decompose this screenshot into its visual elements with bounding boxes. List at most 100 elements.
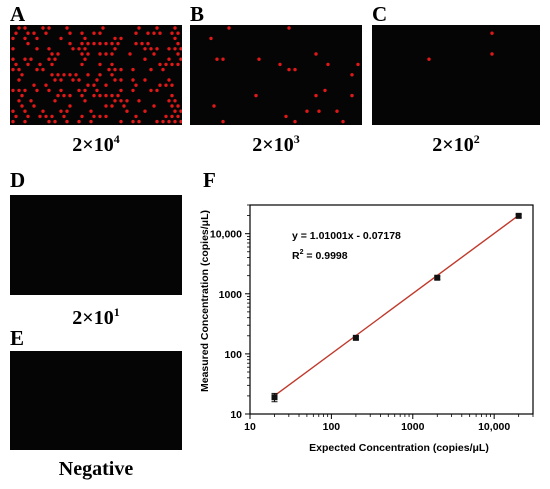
fit-line-group [274,214,520,397]
droplet [83,99,87,103]
droplet [170,104,174,108]
droplet [176,52,180,56]
droplet [26,114,30,119]
x-tick-label: 10,000 [478,421,510,433]
droplet [77,119,81,124]
droplet [35,47,39,51]
droplet [44,114,48,119]
droplet [179,119,182,124]
r-squared-prefix: R [292,250,300,262]
droplet [176,104,180,108]
y-tick-label: 1000 [219,289,243,301]
panel-b-caption-exp: 3 [293,132,300,146]
fit-equation: y = 1.01001x - 0.07178 [292,230,401,242]
droplet [155,47,159,51]
droplet [80,52,84,56]
droplet [164,62,168,67]
droplet [92,41,96,46]
droplet [350,93,354,98]
droplet [167,78,171,82]
droplet [287,67,291,72]
droplet [227,26,231,30]
droplet [53,99,57,103]
droplet [137,99,141,103]
droplet [11,67,15,72]
droplet [23,57,27,61]
droplet [41,67,45,72]
panel-a-caption-exp: 4 [113,132,120,146]
droplet [104,83,108,87]
droplet [53,119,57,124]
droplet [62,73,66,77]
panel-e-caption: Negative [58,458,134,480]
droplet [50,114,54,119]
droplet [59,109,63,113]
calibration-chart: 10 100 1000 10,000 10 100 1000 10,000 y = 1.010… [199,204,534,454]
droplet [86,41,90,46]
droplet [158,83,162,87]
droplet [143,47,147,51]
panel-b-caption: 2×103 [190,133,362,155]
panel-c-caption-base: 2×10 [432,134,474,156]
droplet [11,57,15,61]
droplet [50,73,54,77]
droplet [143,57,147,61]
droplet [170,93,174,98]
panel-b-letter: B [190,2,205,26]
panel-b-caption-base: 2×10 [252,134,294,156]
droplet [41,26,45,30]
droplet [149,88,153,93]
droplet [104,104,108,108]
droplet [179,47,182,51]
droplet [113,67,117,72]
droplet [35,67,39,72]
droplet [53,57,57,61]
droplet [59,36,63,41]
droplet [80,62,84,67]
droplet [119,36,123,41]
droplet [173,119,177,124]
droplet [134,31,138,35]
droplet [32,83,36,87]
droplet [65,109,69,113]
droplet [92,93,96,98]
droplet [146,41,150,46]
droplet [77,88,81,93]
chart-axes [249,204,534,415]
droplet [23,109,27,113]
droplet [110,41,114,46]
x-axis-label: Expected Concentration (copies/μL) [309,442,489,454]
droplet [47,119,51,124]
droplet [32,31,36,35]
droplet [80,93,84,98]
droplet [11,88,15,93]
droplet [104,114,108,119]
droplet [68,104,72,108]
droplet [86,73,90,77]
panel-a-caption-base: 2×10 [72,134,114,156]
droplet [98,93,102,98]
droplet [131,67,135,72]
panel-d-image [10,195,182,295]
droplet [149,47,153,51]
droplet [167,119,171,124]
droplet [152,104,156,108]
droplet [143,109,147,113]
droplet [47,26,51,30]
panel-c-caption: 2×102 [372,133,540,155]
panel-d-caption-base: 2×10 [72,307,114,329]
droplet [164,114,168,119]
droplet [68,41,72,46]
droplet [17,88,21,93]
droplet [98,41,102,46]
panel-a-image [10,25,182,125]
droplet [490,52,494,56]
droplet [14,114,18,119]
droplet [110,93,114,98]
droplet [155,88,159,93]
droplet [50,62,54,67]
droplet [68,93,72,98]
droplet [23,119,27,124]
droplet [14,31,18,35]
droplet [92,31,96,35]
